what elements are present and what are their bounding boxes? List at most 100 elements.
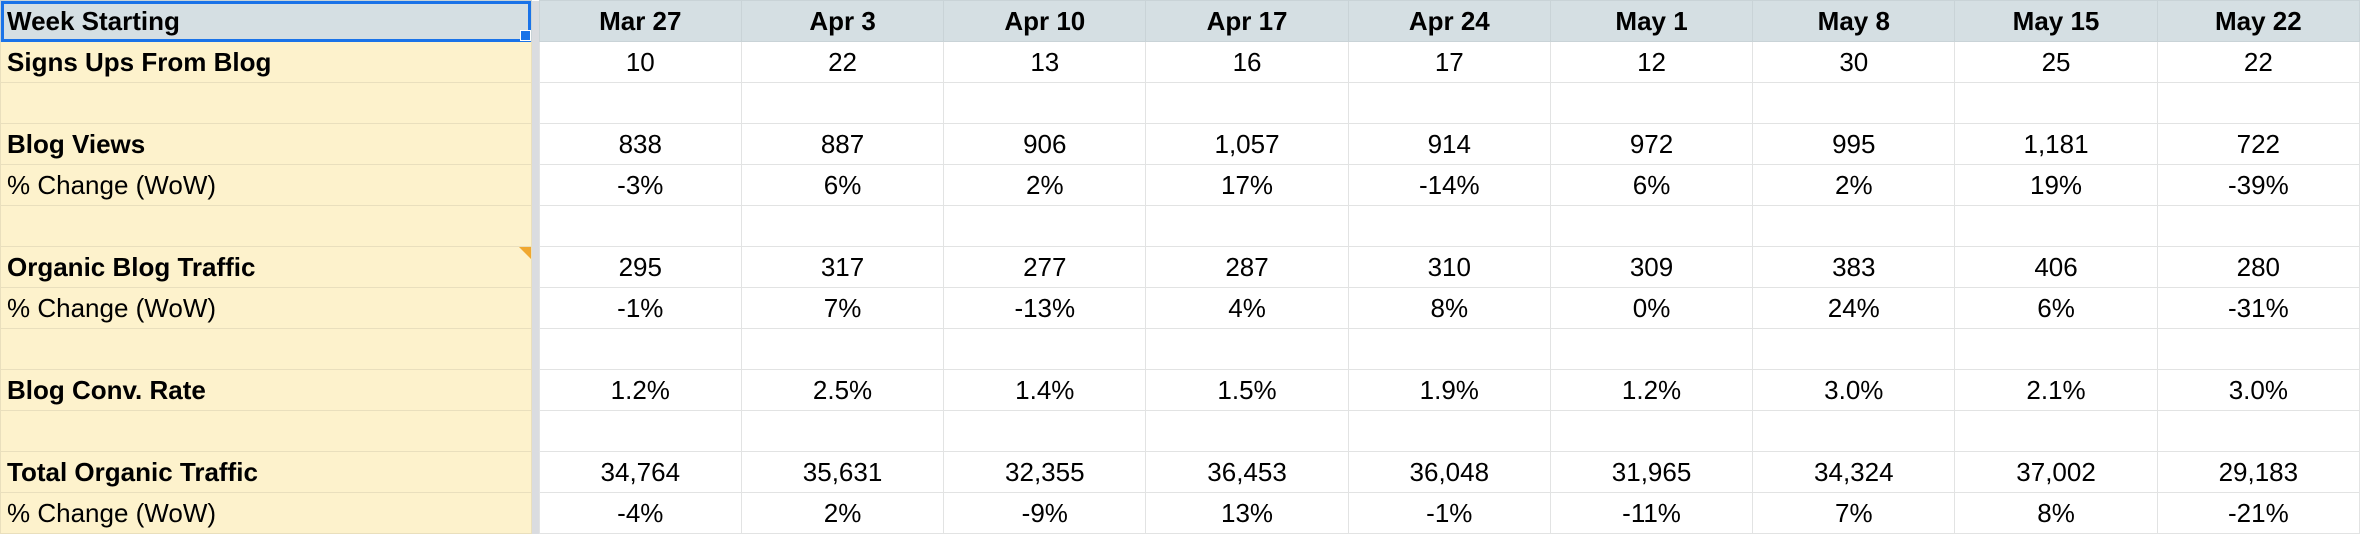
row-label-cell[interactable]: Blog Views	[0, 123, 532, 165]
data-cell[interactable]: 34,764	[538, 451, 742, 493]
data-cell[interactable]: 36,453	[1145, 451, 1349, 493]
freeze-divider[interactable]	[531, 123, 540, 165]
week-header-cell[interactable]: May 22	[2156, 0, 2360, 42]
data-cell[interactable]: 19%	[1954, 164, 2158, 206]
data-cell[interactable]: 17	[1347, 41, 1551, 83]
data-cell[interactable]: 0%	[1549, 287, 1754, 329]
data-cell[interactable]: 277	[943, 246, 1147, 288]
data-cell[interactable]: 2%	[1752, 164, 1956, 206]
data-cell[interactable]: 280	[2156, 246, 2360, 288]
data-cell[interactable]: 36,048	[1347, 451, 1551, 493]
data-cell[interactable]: 32,355	[943, 451, 1147, 493]
freeze-divider[interactable]	[531, 246, 540, 288]
data-cell[interactable]	[1145, 328, 1349, 370]
week-header-cell[interactable]: May 8	[1752, 0, 1956, 42]
data-cell[interactable]: 13%	[1145, 492, 1349, 534]
data-cell[interactable]	[1145, 410, 1349, 452]
data-cell[interactable]	[1145, 205, 1349, 247]
data-cell[interactable]: 310	[1347, 246, 1551, 288]
data-cell[interactable]: 7%	[740, 287, 945, 329]
data-cell[interactable]: 2%	[740, 492, 945, 534]
freeze-divider[interactable]	[531, 492, 540, 534]
row-label-cell[interactable]	[0, 205, 532, 247]
freeze-divider[interactable]	[531, 41, 540, 83]
data-cell[interactable]: 16	[1145, 41, 1349, 83]
data-cell[interactable]: 972	[1549, 123, 1754, 165]
data-cell[interactable]: 1.2%	[1549, 369, 1754, 411]
data-cell[interactable]: 1,057	[1145, 123, 1349, 165]
row-label-cell[interactable]: Blog Conv. Rate	[0, 369, 532, 411]
row-label-cell[interactable]	[0, 328, 532, 370]
data-cell[interactable]: 30	[1752, 41, 1956, 83]
data-cell[interactable]: 25	[1954, 41, 2158, 83]
row-label-cell[interactable]: Total Organic Traffic	[0, 451, 532, 493]
data-cell[interactable]: 1.9%	[1347, 369, 1551, 411]
data-cell[interactable]	[1752, 410, 1956, 452]
data-cell[interactable]: 8%	[1954, 492, 2158, 534]
data-cell[interactable]: -14%	[1347, 164, 1551, 206]
data-cell[interactable]: -13%	[943, 287, 1147, 329]
data-cell[interactable]: 295	[538, 246, 742, 288]
data-cell[interactable]: 6%	[1954, 287, 2158, 329]
week-header-cell[interactable]: Apr 3	[740, 0, 945, 42]
freeze-divider[interactable]	[531, 0, 540, 42]
data-cell[interactable]: 1,181	[1954, 123, 2158, 165]
data-cell[interactable]	[1954, 82, 2158, 124]
data-cell[interactable]: -3%	[538, 164, 742, 206]
data-cell[interactable]	[2156, 410, 2360, 452]
week-header-cell[interactable]: Apr 24	[1347, 0, 1551, 42]
week-header-cell[interactable]: May 15	[1954, 0, 2158, 42]
row-label-cell[interactable]: % Change (WoW)	[0, 492, 532, 534]
freeze-divider[interactable]	[531, 287, 540, 329]
data-cell[interactable]: -11%	[1549, 492, 1754, 534]
data-cell[interactable]: 29,183	[2156, 451, 2360, 493]
data-cell[interactable]	[1347, 82, 1551, 124]
data-cell[interactable]: -21%	[2156, 492, 2360, 534]
week-header-cell[interactable]: Apr 17	[1145, 0, 1349, 42]
week-header-cell[interactable]: Mar 27	[538, 0, 742, 42]
fill-handle-icon[interactable]	[519, 30, 531, 41]
data-cell[interactable]	[1752, 328, 1956, 370]
data-cell[interactable]	[1347, 410, 1551, 452]
data-cell[interactable]: 406	[1954, 246, 2158, 288]
data-cell[interactable]: 1.2%	[538, 369, 742, 411]
data-cell[interactable]: 13	[943, 41, 1147, 83]
row-label-cell[interactable]: % Change (WoW)	[0, 287, 532, 329]
data-cell[interactable]: 914	[1347, 123, 1551, 165]
row-label-cell[interactable]: Organic Blog Traffic	[0, 246, 532, 288]
data-cell[interactable]	[538, 328, 742, 370]
data-cell[interactable]	[740, 410, 945, 452]
data-cell[interactable]	[740, 328, 945, 370]
freeze-divider[interactable]	[531, 369, 540, 411]
data-cell[interactable]: 906	[943, 123, 1147, 165]
data-cell[interactable]: 1.4%	[943, 369, 1147, 411]
data-cell[interactable]: 2%	[943, 164, 1147, 206]
data-cell[interactable]: 2.5%	[740, 369, 945, 411]
data-cell[interactable]: 22	[740, 41, 945, 83]
data-cell[interactable]: -1%	[538, 287, 742, 329]
data-cell[interactable]: 3.0%	[1752, 369, 1956, 411]
data-cell[interactable]: -4%	[538, 492, 742, 534]
data-cell[interactable]: -39%	[2156, 164, 2360, 206]
data-cell[interactable]: 383	[1752, 246, 1956, 288]
data-cell[interactable]: -9%	[943, 492, 1147, 534]
data-cell[interactable]	[1954, 410, 2158, 452]
data-cell[interactable]: 6%	[740, 164, 945, 206]
data-cell[interactable]	[1954, 205, 2158, 247]
data-cell[interactable]: 995	[1752, 123, 1956, 165]
data-cell[interactable]	[1549, 205, 1754, 247]
data-cell[interactable]	[538, 410, 742, 452]
row-label-cell[interactable]	[0, 82, 532, 124]
data-cell[interactable]	[538, 205, 742, 247]
data-cell[interactable]: 7%	[1752, 492, 1956, 534]
data-cell[interactable]	[1145, 82, 1349, 124]
header-label-cell[interactable]: Week Starting	[0, 0, 532, 42]
data-cell[interactable]	[1549, 82, 1754, 124]
data-cell[interactable]: 35,631	[740, 451, 945, 493]
data-cell[interactable]	[1752, 205, 1956, 247]
data-cell[interactable]: -1%	[1347, 492, 1551, 534]
data-cell[interactable]	[740, 205, 945, 247]
data-cell[interactable]: 8%	[1347, 287, 1551, 329]
data-cell[interactable]	[740, 82, 945, 124]
data-cell[interactable]: 34,324	[1752, 451, 1956, 493]
